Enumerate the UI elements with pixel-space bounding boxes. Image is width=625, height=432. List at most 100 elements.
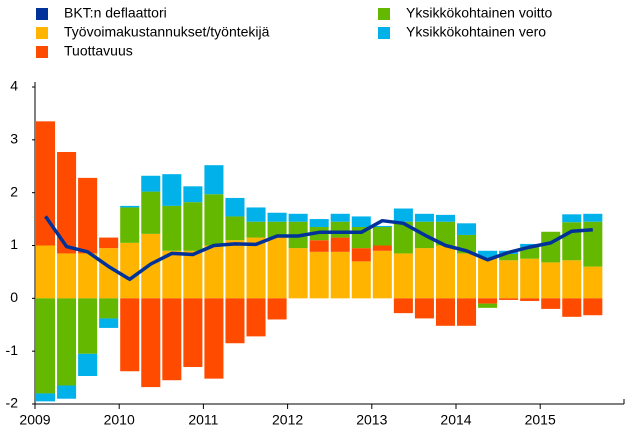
bar-segment xyxy=(435,298,455,326)
bar-segment xyxy=(457,223,477,235)
bar-segment xyxy=(562,222,582,261)
bar-segment xyxy=(120,298,140,372)
legend-label: Yksikkökohtainen vero xyxy=(406,24,546,40)
legend-swatch xyxy=(378,8,390,20)
y-tick-label: 2 xyxy=(10,183,18,199)
bar-segment xyxy=(478,303,498,308)
bar-segment xyxy=(246,298,266,337)
bar-segment xyxy=(351,261,371,299)
bar-segment xyxy=(99,298,119,319)
y-tick-label: 0 xyxy=(10,289,18,305)
bar-segment xyxy=(520,247,540,259)
bar-segment xyxy=(141,191,161,234)
y-tick-label: 1 xyxy=(10,236,18,252)
bar-segment xyxy=(57,298,77,386)
bar-segment xyxy=(541,262,561,299)
bar-segment xyxy=(99,248,119,299)
bar-segment xyxy=(183,186,203,203)
legend-swatch xyxy=(378,27,390,39)
bar-segment xyxy=(141,175,161,192)
x-tick-label: 2015 xyxy=(525,412,556,428)
bar-segment xyxy=(330,221,350,238)
bar-segment xyxy=(414,298,434,319)
bar-segment xyxy=(330,251,350,299)
bar-segment xyxy=(162,174,182,206)
bar-segment xyxy=(204,165,224,195)
bar-segment xyxy=(162,298,182,381)
bar-segment xyxy=(183,202,203,251)
bar-segment xyxy=(204,194,224,246)
bar-segment xyxy=(457,253,477,299)
bar-segment xyxy=(225,197,245,217)
bar-segment xyxy=(309,251,329,299)
bar-segment xyxy=(36,298,56,394)
bar-segment xyxy=(246,207,266,222)
bar-segment xyxy=(183,298,203,368)
legend-label: BKT:n deflaattori xyxy=(64,5,167,21)
y-tick-label: -2 xyxy=(6,395,19,411)
legend-swatch xyxy=(36,27,48,39)
bar-segment xyxy=(499,253,519,261)
x-tick-label: 2010 xyxy=(104,412,135,428)
bar-segment xyxy=(162,205,182,251)
bar-segment xyxy=(120,242,140,299)
bar-segment xyxy=(309,240,329,252)
bar-segment xyxy=(520,298,540,301)
x-tick-label: 2013 xyxy=(356,412,387,428)
bar-segment xyxy=(478,298,498,304)
y-tick-label: 3 xyxy=(10,131,18,147)
bar-segment xyxy=(541,231,561,263)
line-series xyxy=(44,215,593,282)
bar-segment xyxy=(330,213,350,222)
bar-segment xyxy=(499,260,519,299)
bar-segment xyxy=(562,260,582,299)
bar-segment xyxy=(393,298,413,314)
bar-segment xyxy=(393,208,413,222)
bar-segment xyxy=(435,245,455,299)
bar-segment xyxy=(478,250,498,258)
legend-label: Työvoimakustannukset/työntekijä xyxy=(64,24,270,40)
bar-segment xyxy=(372,225,392,228)
bar-segment xyxy=(499,298,519,300)
bar-segment xyxy=(351,216,371,228)
bar-segment xyxy=(99,237,119,249)
bar-segment xyxy=(36,245,56,299)
bar-segment xyxy=(204,245,224,299)
bar-segment xyxy=(36,393,56,402)
bar-segment xyxy=(120,207,140,243)
bar-segment xyxy=(120,205,140,208)
bar-segment xyxy=(204,298,224,379)
y-tick-label: 4 xyxy=(10,78,18,94)
bar-segment xyxy=(78,353,98,376)
bar-segment xyxy=(288,213,308,222)
x-tick-label: 2014 xyxy=(440,412,471,428)
bar-segment xyxy=(457,298,477,326)
bar-segment xyxy=(372,245,392,251)
bar-segment xyxy=(141,298,161,388)
y-tick-label: -1 xyxy=(6,342,19,358)
bar-segment xyxy=(541,298,561,309)
bar-segment xyxy=(330,237,350,252)
bar-segment xyxy=(583,266,603,299)
bar-segment xyxy=(267,298,287,320)
bar-segment xyxy=(267,221,287,238)
bar-segment xyxy=(520,258,540,299)
x-tick-label: 2009 xyxy=(19,412,50,428)
bar-segment xyxy=(225,216,245,241)
bar-segment xyxy=(78,253,98,299)
bar-segment xyxy=(562,214,582,223)
x-tick-label: 2011 xyxy=(188,412,218,428)
legend-label: Yksikkökohtainen voitto xyxy=(406,5,553,21)
bar-segment xyxy=(225,298,245,344)
bar-segment xyxy=(57,253,77,299)
x-tick-label: 2012 xyxy=(272,412,303,428)
bar-segment xyxy=(267,212,287,222)
bar-segment xyxy=(246,221,266,238)
bar-segment xyxy=(372,227,392,246)
bar-segment xyxy=(414,213,434,222)
bar-segment xyxy=(583,213,603,222)
legend-swatch xyxy=(36,8,48,20)
legend-label: Tuottavuus xyxy=(64,43,133,59)
